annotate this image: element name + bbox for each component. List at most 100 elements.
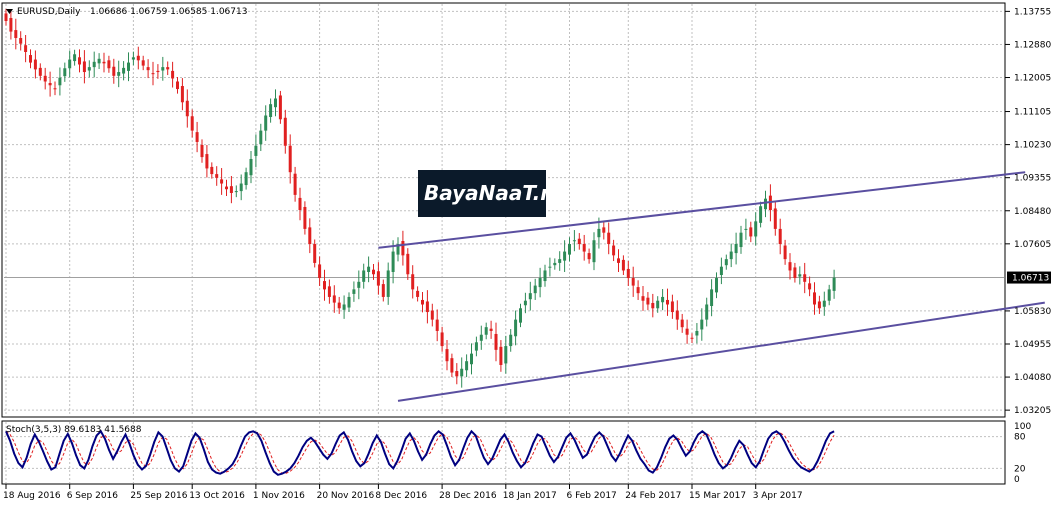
candle-body-bear (450, 358, 454, 373)
date-tick-label: 24 Feb 2017 (625, 491, 681, 501)
candle-body-bull (68, 59, 72, 69)
candle-body-bull (715, 278, 718, 293)
candle-body-bear (78, 57, 81, 65)
candle-body-bull (367, 266, 371, 272)
candle-body-bear (372, 269, 375, 275)
candle-body-bull (528, 293, 532, 300)
symbol-label: EURUSD,Daily (17, 7, 81, 17)
candle-body-bear (651, 302, 655, 309)
candle-body-bull (460, 368, 464, 377)
candle-body-bear (577, 238, 581, 245)
candle-body-bear (381, 284, 385, 297)
candle-body-bear (808, 283, 812, 290)
candle-body-bull (572, 240, 576, 242)
candle-body-bear (318, 264, 322, 279)
candle-body-bull (470, 353, 473, 365)
candle-body-bull (754, 221, 758, 237)
candle-body-bull (274, 98, 277, 108)
date-tick-label: 15 Mar 2017 (689, 491, 746, 501)
candle-body-bear (107, 60, 111, 69)
candle-body-bear (24, 45, 28, 53)
candle-body-bear (783, 245, 787, 260)
candle-body-bull (558, 259, 562, 263)
price-tick-label: 1.10230 (1014, 141, 1051, 151)
candle-body-bear (401, 240, 405, 256)
candle-body-bear (43, 75, 47, 82)
candle-body-bull (97, 58, 101, 64)
candle-body-bear (180, 86, 184, 103)
candle-body-bear (156, 70, 160, 73)
candle-body-bull (239, 183, 243, 192)
price-tick-label: 1.07605 (1014, 240, 1051, 250)
candle-body-bull (342, 304, 346, 310)
candle-body-bear (220, 179, 224, 184)
candle-body-bull (122, 67, 126, 74)
candle-body-bear (773, 208, 777, 229)
candle-body-bear (283, 117, 287, 146)
stochastic-oscillator (5, 429, 835, 476)
candle-body-bear (602, 227, 606, 233)
candle-body-bear (53, 88, 57, 90)
candle-body-bear (298, 197, 302, 210)
candle-body-bear (675, 310, 679, 320)
date-tick-label: 18 Jan 2017 (503, 491, 557, 501)
candle-body-bear (793, 267, 797, 279)
candle-body-bull (259, 130, 263, 145)
candle-body-bear (112, 66, 116, 76)
candle-body-bear (803, 274, 807, 282)
candle-body-bear (151, 73, 155, 75)
price-tick-label: 1.12880 (1014, 40, 1051, 50)
watermark-text: BayaNaaT.ne (424, 181, 568, 205)
candle-body-bull (465, 361, 469, 371)
main-pane-frame (1, 2, 1006, 418)
candle-body-bear (489, 328, 493, 331)
candle-body-bear (587, 253, 591, 260)
candle-body-bear (185, 100, 189, 117)
candle-body-bear (200, 144, 204, 158)
candle-body-bull (739, 232, 743, 248)
candle-body-bear (425, 301, 429, 313)
price-tick-label: 1.13755 (1014, 7, 1051, 17)
candle-body-bear (225, 186, 228, 190)
grid (4, 4, 1004, 483)
date-tick-label: 8 Dec 2016 (375, 491, 427, 501)
candle-body-bull (553, 262, 557, 266)
last-price-box (1007, 271, 1051, 284)
stoch-main-line (5, 429, 835, 476)
candle-body-bull (58, 77, 62, 86)
chart-header: EURUSD,Daily 1.06686 1.06759 1.06585 1.0… (6, 7, 247, 17)
candle-body-bull (244, 172, 248, 186)
candle-body-bear (685, 328, 689, 335)
candle-body-bear (430, 310, 434, 320)
channel-lines (378, 171, 1045, 402)
candle-body-bull (592, 240, 596, 263)
candle-body-bear (166, 67, 170, 70)
stoch-pane-frame (1, 420, 1006, 485)
candle-body-bull (719, 266, 723, 276)
candle-body-bear (102, 61, 106, 64)
candle-body-bear (48, 82, 52, 86)
date-tick-label: 25 Sep 2016 (130, 491, 187, 501)
candle-body-bear (176, 81, 179, 90)
candle-body-bear (205, 154, 209, 169)
candle-body-bear (9, 17, 13, 32)
dropdown-triangle-icon[interactable] (6, 9, 13, 14)
candle-body-bear (646, 297, 650, 305)
candle-body-bull (538, 278, 542, 288)
candle-body-bull (729, 251, 733, 260)
candle-body-bear (421, 299, 424, 305)
stoch-signal-line (5, 430, 835, 474)
watermark-box (418, 170, 546, 217)
candle-body-bull (548, 266, 552, 268)
candle-body-bull (234, 191, 238, 193)
candle-body-bear (666, 299, 669, 305)
candle-body-bear (607, 232, 611, 245)
price-tick-label: 1.04080 (1014, 373, 1051, 383)
candle-body-bear (631, 278, 635, 286)
candle-body-bull (695, 330, 699, 336)
candle-body-bull (362, 270, 366, 282)
candle-body-bull (127, 62, 130, 71)
candle-body-bull (759, 206, 763, 223)
candle-body-bear (749, 227, 753, 237)
